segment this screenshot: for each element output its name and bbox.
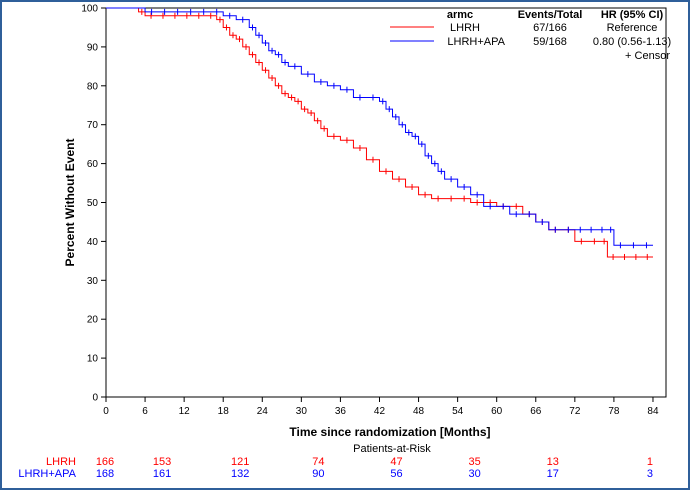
x-tick-label: 0	[103, 406, 109, 417]
x-tick-label: 24	[257, 406, 269, 417]
x-tick-label: 36	[335, 406, 347, 417]
risk-value: 74	[312, 456, 324, 468]
risk-value: 56	[390, 468, 402, 480]
legend-header-events: Events/Total	[518, 9, 583, 21]
x-tick-label: 42	[374, 406, 386, 417]
legend-header-hr: HR (95% CI)	[601, 9, 664, 21]
y-tick-label: 60	[87, 159, 99, 170]
risk-value: 47	[390, 456, 402, 468]
x-tick-label: 12	[179, 406, 191, 417]
risk-value: 168	[96, 468, 114, 480]
y-tick-label: 80	[87, 81, 99, 92]
legend-series-hr: Reference	[607, 22, 658, 34]
x-tick-label: 84	[647, 406, 659, 417]
risk-value: 13	[547, 456, 559, 468]
legend-series-hr: 0.80 (0.56-1.13)	[593, 36, 671, 48]
x-tick-label: 18	[218, 406, 230, 417]
risk-value: 17	[547, 468, 559, 480]
x-tick-label: 78	[608, 406, 620, 417]
x-tick-label: 6	[142, 406, 148, 417]
y-tick-label: 90	[87, 42, 99, 53]
y-axis-label: Percent Without Event	[63, 139, 77, 267]
legend-series-events: 59/168	[533, 36, 567, 48]
legend-censor: + Censor	[625, 50, 670, 62]
risk-row-label: LHRH	[46, 456, 76, 468]
risk-value: 121	[231, 456, 249, 468]
y-tick-label: 20	[87, 315, 99, 326]
risk-row-label: LHRH+APA	[18, 468, 76, 480]
risk-value: 166	[96, 456, 114, 468]
risk-value: 30	[469, 468, 481, 480]
x-tick-label: 48	[413, 406, 425, 417]
risk-value: 90	[312, 468, 324, 480]
risk-value: 3	[647, 468, 653, 480]
plot-border	[105, 7, 667, 398]
plot-area: 0 10 20 30 40 50 60 70 80 90 100 0 6 12 18 24 30 36 42 48 54…	[81, 4, 667, 417]
series-line-1	[106, 7, 653, 246]
risk-value: 35	[469, 456, 481, 468]
x-tick-label: 30	[296, 406, 308, 417]
y-tick-label: 30	[87, 276, 99, 287]
legend-series-name: LHRH+APA	[447, 36, 505, 48]
y-tick-label: 70	[87, 120, 99, 131]
risk-value: 153	[153, 456, 171, 468]
legend-series-name: LHRH	[450, 22, 480, 34]
risk-table: LHRH 166 153 121 74 47 35 13 1 LHRH+APA 168 161 132 9…	[18, 456, 653, 480]
y-tick-label: 50	[87, 198, 99, 209]
y-tick-label: 100	[81, 4, 98, 15]
x-tick-label: 72	[569, 406, 581, 417]
x-tick-label: 66	[530, 406, 542, 417]
y-tick-label: 10	[87, 354, 99, 365]
legend-header-group: armc	[447, 9, 473, 21]
x-tick-label: 60	[491, 406, 503, 417]
series-line-0	[106, 7, 653, 258]
legend-series-events: 67/166	[533, 22, 567, 34]
y-tick-label: 0	[92, 393, 98, 404]
risk-value: 161	[153, 468, 171, 480]
legend: armc Events/Total HR (95% CI) LHRH 67/16…	[390, 9, 671, 62]
y-tick-label: 40	[87, 237, 99, 248]
risk-table-title: Patients-at-Risk	[353, 443, 431, 455]
x-axis-label: Time since randomization [Months]	[289, 425, 490, 439]
risk-value: 1	[647, 456, 653, 468]
risk-value: 132	[231, 468, 249, 480]
x-tick-label: 54	[452, 406, 464, 417]
